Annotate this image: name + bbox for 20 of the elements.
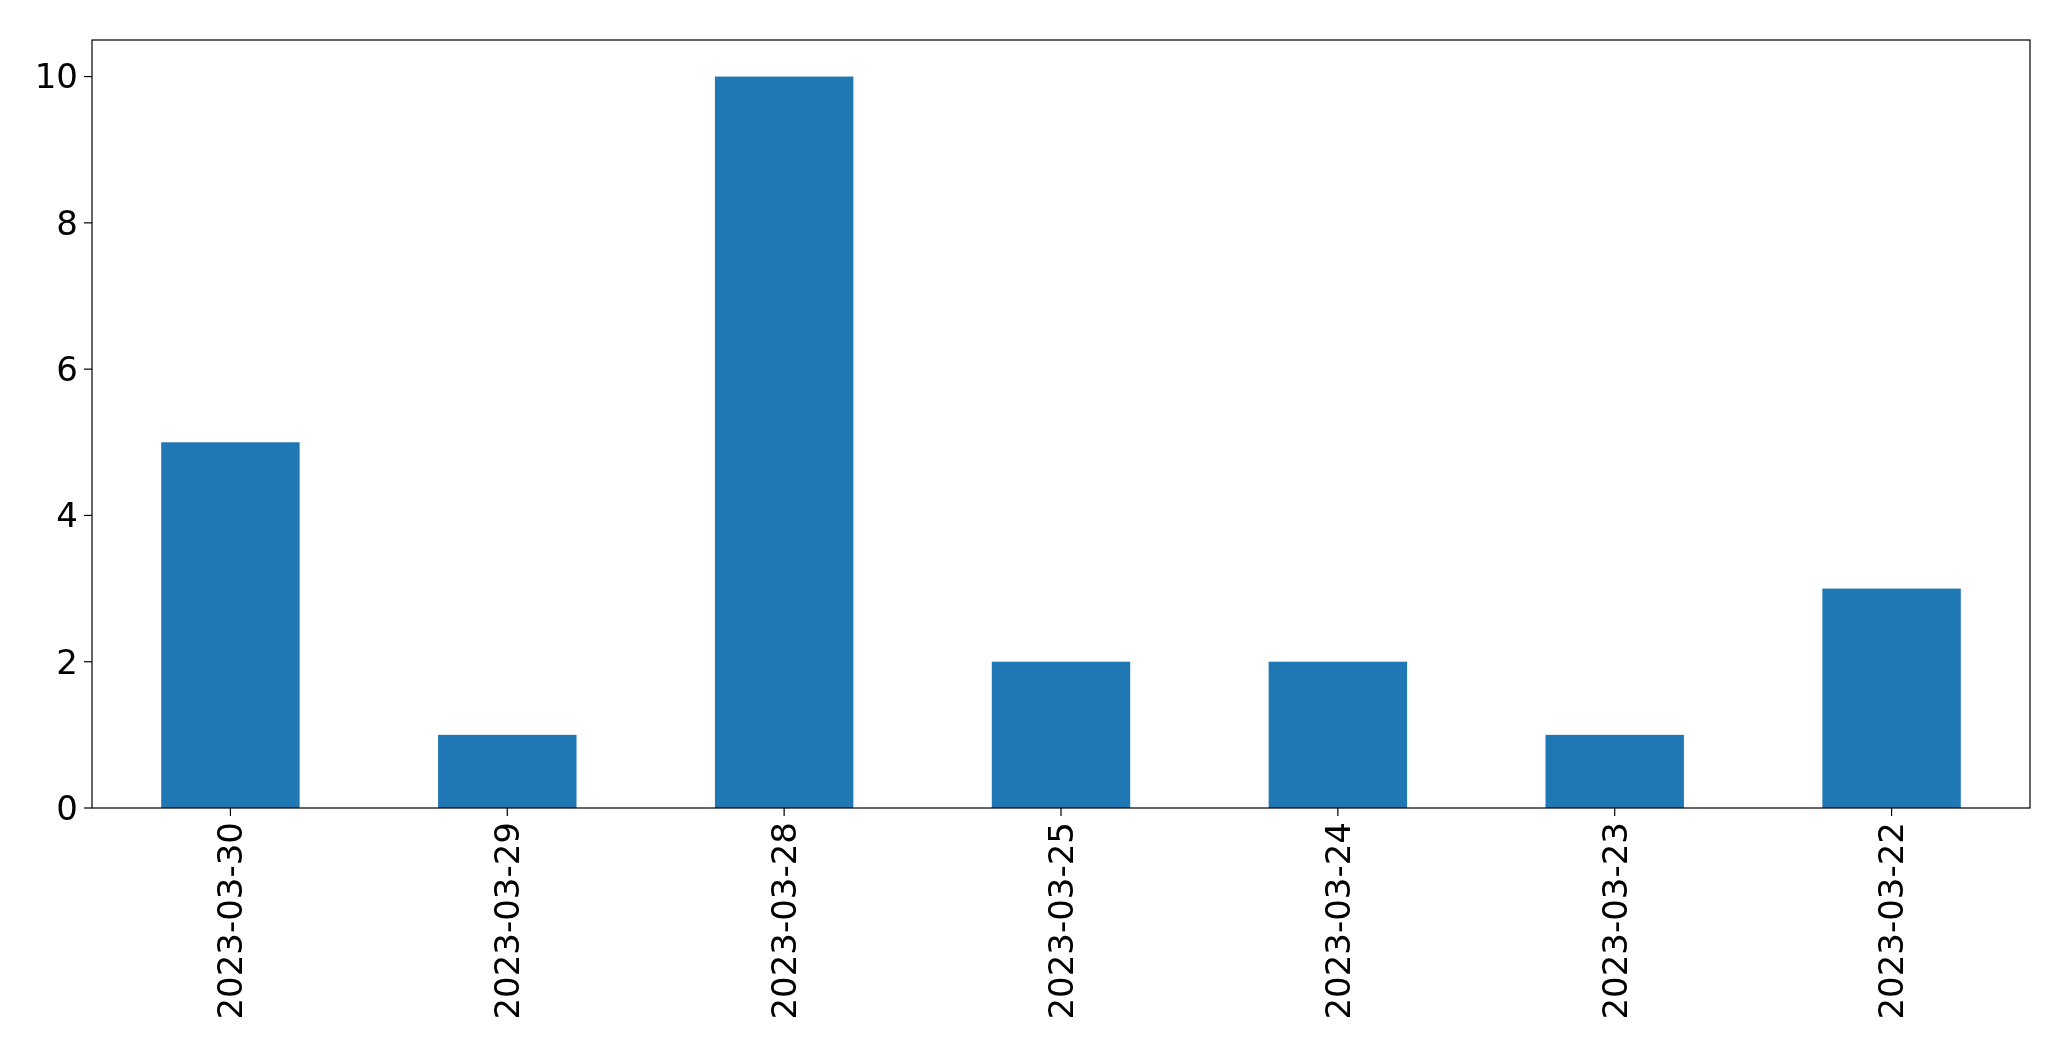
- x-tick-label: 2023-03-25: [1040, 822, 1081, 1020]
- y-tick-label: 10: [34, 56, 78, 97]
- bar: [1545, 734, 1684, 808]
- x-tick-label: 2023-03-29: [487, 822, 528, 1020]
- bar: [714, 76, 854, 808]
- x-tick-label: 2023-03-22: [1871, 822, 1912, 1020]
- y-tick-label: 4: [56, 495, 78, 536]
- bar: [1268, 661, 1408, 808]
- x-tick-label: 2023-03-28: [764, 822, 805, 1020]
- x-tick-label: 2023-03-30: [210, 822, 251, 1020]
- x-tick-label: 2023-03-24: [1317, 822, 1358, 1020]
- bar: [161, 442, 300, 808]
- y-tick-label: 2: [56, 641, 78, 682]
- y-tick-label: 6: [56, 349, 78, 390]
- y-tick-label: 8: [56, 202, 78, 243]
- x-tick-label: 2023-03-23: [1594, 822, 1635, 1020]
- bar: [1822, 588, 1961, 808]
- bar: [438, 734, 577, 808]
- y-tick-label: 0: [56, 787, 78, 828]
- bar: [991, 661, 1131, 808]
